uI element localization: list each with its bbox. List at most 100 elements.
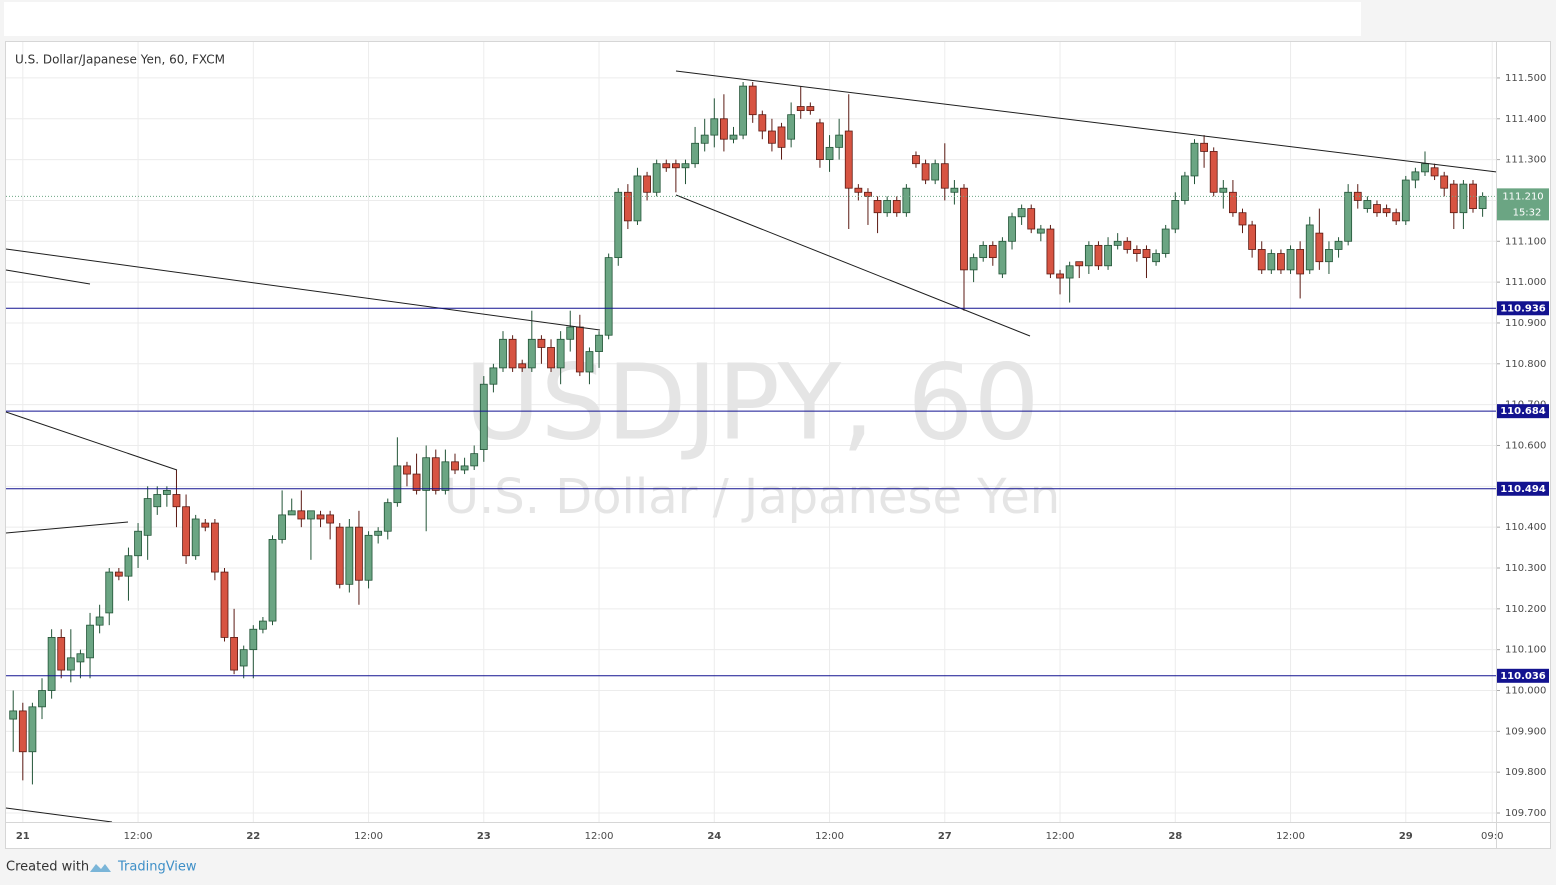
candle-body <box>383 502 392 532</box>
candle-body <box>134 530 142 557</box>
candle-body <box>1286 249 1295 271</box>
candle-body <box>854 187 863 193</box>
candle-body <box>345 526 354 585</box>
candle-body <box>1065 265 1074 279</box>
trend-line <box>5 411 178 471</box>
candle-body <box>307 510 315 520</box>
candle-body <box>864 191 872 197</box>
candle-body <box>9 710 18 720</box>
candle-body <box>758 114 767 132</box>
candle-body <box>220 571 229 638</box>
candle-body <box>700 134 709 144</box>
y-tick-label: 109.800 <box>1505 767 1546 778</box>
candle-body <box>1459 183 1468 214</box>
x-tick-label: 12:00 <box>124 831 153 842</box>
candle-body <box>835 134 844 148</box>
candle-body <box>18 710 27 753</box>
candle-body <box>230 637 238 671</box>
candle-body <box>518 363 527 369</box>
trend-line <box>5 807 113 823</box>
candle-body <box>1373 204 1381 214</box>
candle-body <box>1132 249 1141 254</box>
candle-body <box>556 338 565 369</box>
level-label: 110.494 <box>1500 484 1546 495</box>
candle-body <box>297 510 306 520</box>
candle-body <box>748 85 757 116</box>
candle-body <box>1027 208 1036 230</box>
candle-body <box>1036 228 1045 234</box>
candle-body <box>172 494 181 508</box>
candle-body <box>940 163 949 189</box>
footer-brand[interactable]: TradingView <box>117 860 197 875</box>
candle-body <box>1219 187 1228 193</box>
candle-body <box>1209 151 1218 193</box>
candle-body <box>912 155 920 165</box>
candle-body <box>1075 261 1084 267</box>
candle-body <box>1363 200 1372 210</box>
level-label: 110.036 <box>1500 671 1546 682</box>
candle-body <box>729 134 738 140</box>
x-tick-label: 24 <box>707 831 721 842</box>
candle-body <box>1017 208 1026 218</box>
candle-body <box>479 383 488 450</box>
candle-body <box>537 338 546 348</box>
candle-body <box>355 526 363 581</box>
candle-body <box>1180 175 1189 201</box>
candles <box>9 82 1487 785</box>
candle-body <box>931 163 940 181</box>
y-tick-label: 111.000 <box>1505 277 1546 288</box>
y-tick-label: 111.500 <box>1505 73 1546 84</box>
candle-body <box>1142 249 1151 259</box>
level-label: 110.684 <box>1500 406 1546 417</box>
trend-line <box>5 269 91 285</box>
candle-body <box>249 628 258 651</box>
candle-body <box>38 690 46 708</box>
x-tick-label: 12:00 <box>1276 831 1305 842</box>
candle-body <box>1392 212 1401 222</box>
x-tick-label: 27 <box>938 831 952 842</box>
candle-body <box>527 338 536 369</box>
x-tick-label: 12:00 <box>815 831 844 842</box>
candle-body <box>662 163 671 169</box>
tradingview-logo[interactable] <box>90 864 111 872</box>
y-tick-label: 109.900 <box>1505 726 1546 737</box>
candle-body <box>988 244 997 259</box>
candle-body <box>1113 240 1122 246</box>
candle-body <box>259 620 267 630</box>
candle-body <box>1440 175 1449 189</box>
trend-line <box>675 70 1498 173</box>
candle-body <box>278 514 287 540</box>
candle-body <box>547 347 555 369</box>
candle-body <box>143 498 152 536</box>
candle-body <box>1353 191 1362 201</box>
candle-body <box>335 526 344 585</box>
candle-body <box>825 146 834 161</box>
candle-body <box>422 457 431 491</box>
candle-body <box>1421 163 1429 173</box>
watermark-subtitle: U.S. Dollar / Japanese Yen <box>444 469 1060 525</box>
candle-body <box>316 514 325 520</box>
candle-body <box>1277 253 1285 271</box>
candle-body <box>124 555 133 577</box>
y-tick-label: 111.400 <box>1505 114 1546 125</box>
candle-body <box>768 130 776 144</box>
candle-body <box>873 200 882 214</box>
candle-body <box>1344 191 1353 242</box>
candle-body <box>633 175 642 222</box>
candle-body <box>979 244 988 259</box>
candle-body <box>162 489 171 495</box>
candle-body <box>1430 167 1439 177</box>
candle-body <box>1161 228 1170 254</box>
candle-body <box>1478 195 1487 210</box>
last-price-tag <box>1497 188 1549 221</box>
footer-text: Created with <box>6 860 89 875</box>
x-tick-label: 12:00 <box>354 831 383 842</box>
candle-body <box>585 351 594 373</box>
x-tick-label: 23 <box>477 831 491 842</box>
candle-body <box>451 461 459 471</box>
countdown: 15:32 <box>1513 207 1542 218</box>
candle-body <box>960 187 968 271</box>
candle-body <box>614 191 623 259</box>
candle-body <box>643 175 651 193</box>
candle-body <box>1104 244 1112 267</box>
